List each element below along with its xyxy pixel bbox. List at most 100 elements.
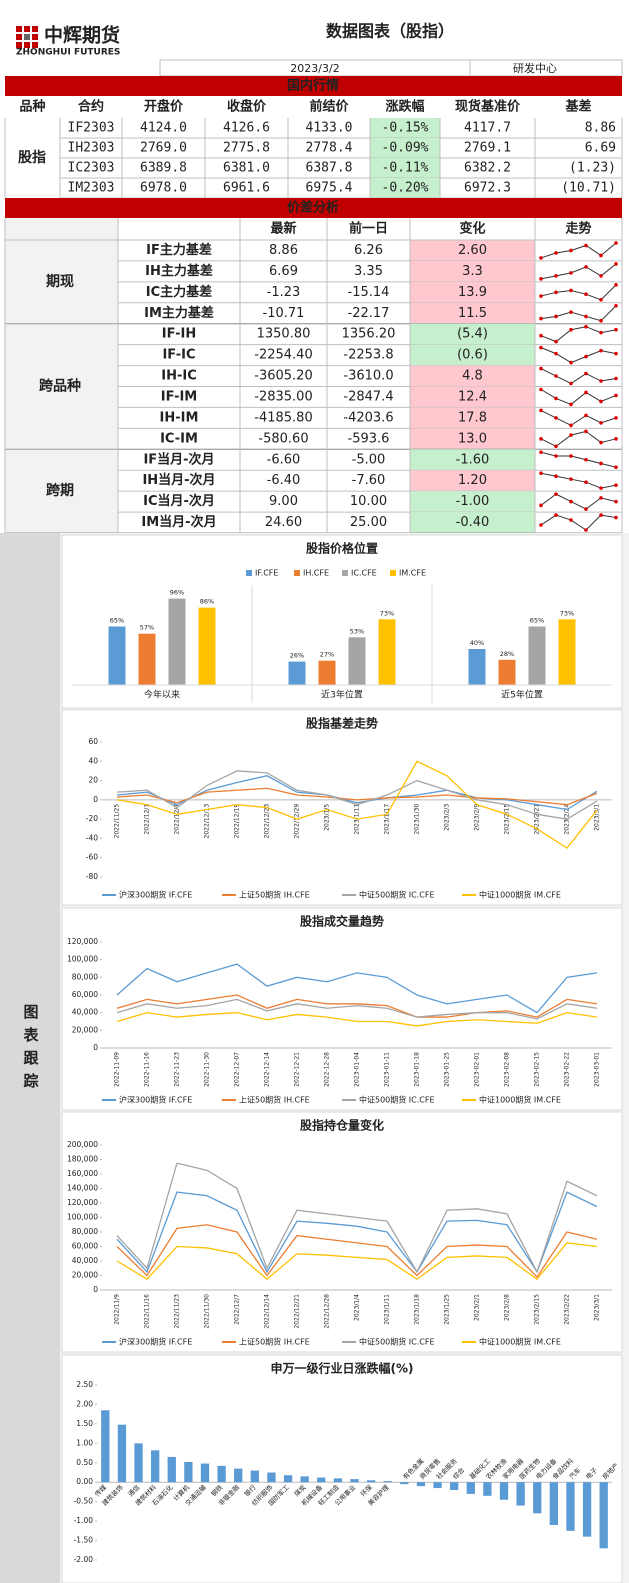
spark-dot: [614, 465, 618, 470]
cell: 4126.6: [223, 121, 270, 136]
y-tick-label: 20: [88, 776, 98, 785]
value-label: 57%: [140, 624, 154, 632]
spark-dot: [569, 271, 573, 275]
x-tick-label: 2023/2/22: [564, 1294, 571, 1325]
legend-label: 沪深300期货 IF.CFE: [119, 1337, 192, 1347]
x-tick-label: 2022/11/23: [174, 1294, 181, 1329]
spark-dot: [554, 351, 558, 356]
cell: 8.86: [269, 243, 298, 258]
x-tick-label: 2023/2/1: [474, 1294, 481, 1321]
spark-dot: [569, 310, 573, 314]
cell: 9.00: [269, 494, 298, 509]
y-tick-label: 100,000: [67, 1213, 98, 1222]
cell: 6382.2: [464, 161, 511, 176]
bar: [366, 1480, 376, 1483]
spark-dot: [539, 316, 543, 321]
column-header: 开盘价: [144, 99, 184, 115]
x-tick-label: 2023-03-01: [594, 1052, 601, 1087]
row-label: IH-IC: [161, 369, 197, 384]
change-cell: [370, 178, 440, 198]
line-series: [116, 787, 598, 806]
group-label: 跨期: [46, 483, 74, 499]
cell: -0.20%: [382, 181, 429, 196]
spark-dot: [554, 274, 558, 278]
y-tick-label: 140,000: [67, 1184, 98, 1193]
y-tick-label: 2.50: [76, 1380, 93, 1389]
y-tick-label: -80: [86, 872, 98, 881]
x-tick-label: 2023/3/1: [594, 804, 601, 831]
group-label: 股指: [18, 149, 46, 166]
sparkline: [540, 347, 617, 364]
sparkline: [540, 409, 617, 426]
cell: -2835.00: [254, 389, 312, 404]
spark-dot: [554, 290, 558, 295]
spark-dot: [569, 327, 573, 332]
cell: -10.71: [263, 306, 305, 321]
legend-label: 中证1000期货 IM.CFE: [479, 1095, 561, 1105]
bar: [318, 660, 336, 685]
spark-dot: [539, 294, 543, 298]
legend-label: IH.CFE: [303, 569, 329, 578]
spark-dot: [584, 324, 588, 329]
y-tick-label: 40: [88, 756, 98, 765]
bar: [582, 1482, 592, 1537]
x-tick-label: 2023/2/21: [534, 804, 541, 835]
bar: [234, 1468, 243, 1483]
y-tick-label: 0.00: [76, 1477, 93, 1486]
y-tick-label: -2.00: [74, 1555, 94, 1564]
spark-dot: [584, 457, 588, 462]
cell: 6972.3: [464, 181, 511, 196]
line-series: [116, 998, 598, 1020]
cell: 13.0: [458, 431, 487, 446]
bar: [250, 1470, 259, 1483]
bar: [267, 1472, 276, 1483]
bar: [558, 619, 576, 685]
x-tick-label: 2023/1/4: [354, 1294, 361, 1321]
value-label: 65%: [530, 617, 544, 625]
x-tick-label: 2023/1/5: [324, 804, 331, 831]
bar: [300, 1476, 309, 1483]
side-column: [0, 533, 60, 1583]
spark-dot: [569, 433, 573, 437]
cell: 2778.4: [306, 141, 353, 156]
sparkline: [540, 472, 617, 489]
change-cell: [410, 386, 535, 408]
legend-label: 上证50期货 IH.CFE: [239, 1095, 310, 1105]
y-tick-label: 40,000: [72, 1008, 98, 1017]
cell: 24.60: [265, 515, 302, 530]
spark-dot: [569, 360, 573, 365]
y-tick-label: 60: [88, 737, 98, 746]
spark-dot: [614, 327, 618, 332]
cell: -6.60: [267, 452, 301, 467]
bar: [599, 1482, 608, 1549]
change-cell: [410, 260, 535, 282]
row-label: IF当月-次月: [143, 451, 214, 467]
cell: -1.23: [267, 285, 301, 300]
bar: [350, 1479, 359, 1483]
spark-dot: [569, 477, 573, 481]
sparkline: [540, 326, 617, 343]
spark-dot: [584, 507, 588, 511]
sparkline: [540, 263, 617, 280]
bar: [108, 626, 126, 685]
y-tick-label: -40: [86, 833, 98, 842]
y-tick-label: 0: [93, 1043, 98, 1052]
spark-dot: [599, 348, 603, 353]
x-tick-label: 2022/12/21: [294, 1294, 301, 1329]
y-tick-label: 0.50: [76, 1458, 93, 1467]
spark-dot: [614, 241, 618, 245]
y-tick-label: 20,000: [72, 1271, 98, 1280]
spark-dot: [599, 399, 603, 404]
bar: [101, 1410, 110, 1483]
legend-label: 中证500期货 IC.CFE: [359, 1095, 435, 1105]
change-cell: [410, 428, 535, 450]
bar: [184, 1462, 193, 1483]
cell: 6389.8: [140, 161, 187, 176]
cell: 6.26: [354, 243, 383, 258]
column-header: 前结价: [309, 99, 349, 115]
column-header: 涨跌幅: [384, 99, 424, 115]
bar: [117, 1424, 127, 1483]
bar: [150, 1450, 160, 1483]
spark-dot: [554, 454, 558, 458]
legend-label: 沪深300期货 IF.CFE: [119, 1095, 192, 1105]
